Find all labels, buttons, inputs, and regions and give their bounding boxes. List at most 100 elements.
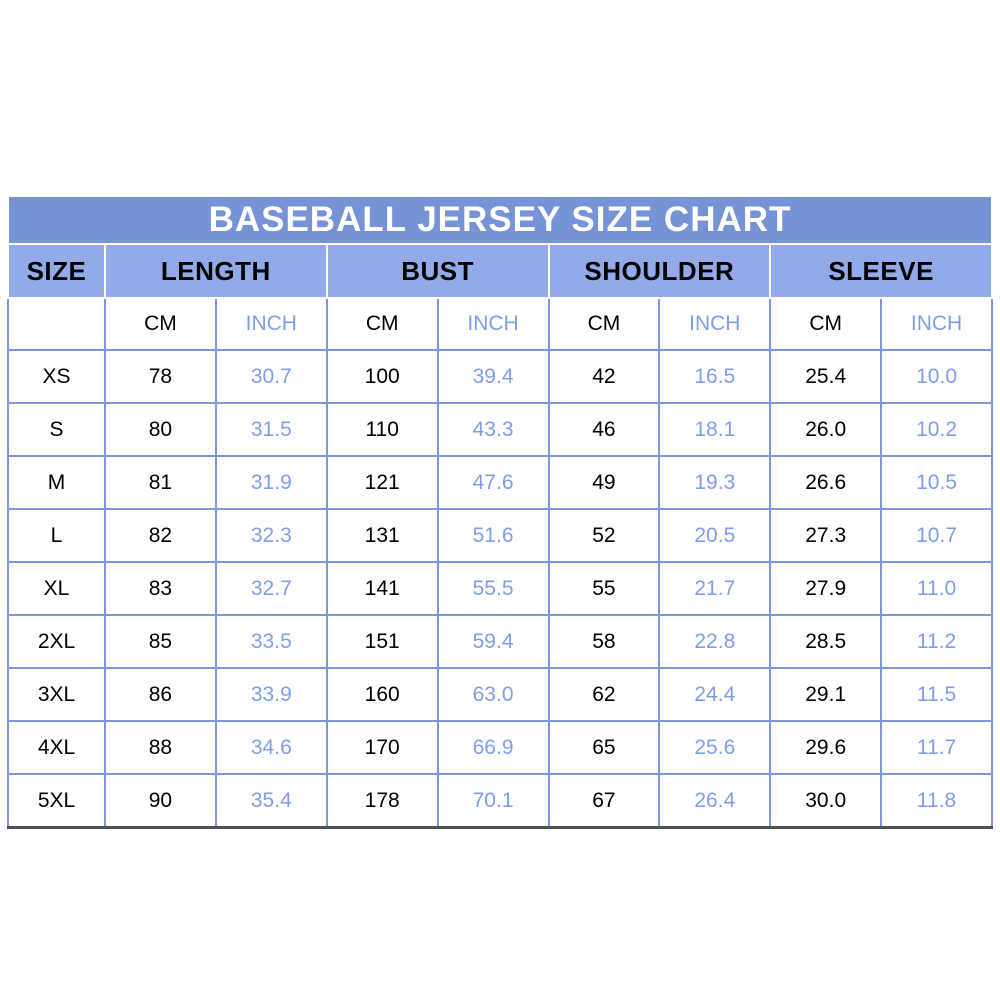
cell-sleeve-inch: 10.0: [880, 349, 993, 404]
table-row-xs: XS 78 30.7 100 39.4 42 16.5 25.4 10.0: [7, 349, 993, 404]
unit-length-cm: CM: [104, 297, 217, 351]
cell-sleeve-cm: 27.9: [769, 561, 883, 616]
cell-bust-inch: 66.9: [436, 720, 550, 775]
cell-sleeve-inch: 11.2: [880, 614, 993, 669]
cell-length-cm: 90: [104, 773, 217, 829]
cell-bust-cm: 121: [325, 455, 439, 510]
cell-bust-cm: 160: [325, 667, 439, 722]
cell-length-cm: 81: [104, 455, 217, 510]
cell-shoulder-inch: 26.4: [658, 773, 772, 829]
cell-bust-cm: 110: [325, 402, 439, 457]
unit-bust-inch: INCH: [436, 297, 550, 351]
cell-bust-cm: 178: [325, 773, 439, 829]
cell-sleeve-inch: 11.7: [880, 720, 993, 775]
col-header-bust: BUST: [325, 243, 550, 299]
cell-shoulder-inch: 18.1: [658, 402, 772, 457]
cell-length-cm: 83: [104, 561, 217, 616]
cell-length-inch: 35.4: [214, 773, 328, 829]
cell-shoulder-cm: 58: [547, 614, 661, 669]
unit-bust-cm: CM: [325, 297, 439, 351]
unit-shoulder-cm: CM: [547, 297, 661, 351]
col-header-length: LENGTH: [104, 243, 328, 299]
cell-size: XS: [7, 349, 106, 404]
cell-bust-inch: 47.6: [436, 455, 550, 510]
cell-shoulder-cm: 62: [547, 667, 661, 722]
cell-sleeve-cm: 25.4: [769, 349, 883, 404]
cell-size: 4XL: [7, 720, 106, 775]
cell-shoulder-cm: 52: [547, 508, 661, 563]
chart-title: BASEBALL JERSEY SIZE CHART: [7, 195, 993, 245]
table-row-3xl: 3XL 86 33.9 160 63.0 62 24.4 29.1 11.5: [7, 667, 993, 722]
cell-shoulder-inch: 24.4: [658, 667, 772, 722]
cell-length-cm: 80: [104, 402, 217, 457]
cell-shoulder-cm: 67: [547, 773, 661, 829]
cell-length-cm: 86: [104, 667, 217, 722]
col-header-sleeve: SLEEVE: [769, 243, 993, 299]
table-row-4xl: 4XL 88 34.6 170 66.9 65 25.6 29.6 11.7: [7, 720, 993, 775]
cell-bust-cm: 131: [325, 508, 439, 563]
title-bar: BASEBALL JERSEY SIZE CHART: [7, 195, 993, 245]
unit-sleeve-cm: CM: [769, 297, 883, 351]
cell-sleeve-cm: 29.6: [769, 720, 883, 775]
cell-sleeve-inch: 11.5: [880, 667, 993, 722]
cell-sleeve-cm: 30.0: [769, 773, 883, 829]
cell-size: 5XL: [7, 773, 106, 829]
cell-length-inch: 31.5: [214, 402, 328, 457]
cell-shoulder-inch: 19.3: [658, 455, 772, 510]
cell-shoulder-inch: 21.7: [658, 561, 772, 616]
cell-sleeve-inch: 11.8: [880, 773, 993, 829]
cell-size: M: [7, 455, 106, 510]
table-row-2xl: 2XL 85 33.5 151 59.4 58 22.8 28.5 11.2: [7, 614, 993, 669]
cell-length-cm: 88: [104, 720, 217, 775]
cell-bust-inch: 63.0: [436, 667, 550, 722]
cell-shoulder-cm: 55: [547, 561, 661, 616]
unit-shoulder-inch: INCH: [658, 297, 772, 351]
cell-bust-cm: 141: [325, 561, 439, 616]
cell-length-inch: 31.9: [214, 455, 328, 510]
cell-length-inch: 33.5: [214, 614, 328, 669]
cell-sleeve-inch: 11.0: [880, 561, 993, 616]
unit-sleeve-inch: INCH: [880, 297, 993, 351]
cell-bust-inch: 59.4: [436, 614, 550, 669]
cell-size: XL: [7, 561, 106, 616]
cell-shoulder-cm: 65: [547, 720, 661, 775]
cell-size: 3XL: [7, 667, 106, 722]
cell-sleeve-cm: 26.6: [769, 455, 883, 510]
table-row-5xl: 5XL 90 35.4 178 70.1 67 26.4 30.0 11.8: [7, 773, 993, 829]
unit-blank-cell: [7, 297, 106, 351]
cell-bust-cm: 151: [325, 614, 439, 669]
cell-length-cm: 78: [104, 349, 217, 404]
cell-sleeve-inch: 10.5: [880, 455, 993, 510]
cell-shoulder-inch: 20.5: [658, 508, 772, 563]
cell-length-cm: 82: [104, 508, 217, 563]
cell-bust-inch: 39.4: [436, 349, 550, 404]
table-row-m: M 81 31.9 121 47.6 49 19.3 26.6 10.5: [7, 455, 993, 510]
cell-sleeve-inch: 10.2: [880, 402, 993, 457]
cell-shoulder-inch: 22.8: [658, 614, 772, 669]
cell-bust-inch: 70.1: [436, 773, 550, 829]
cell-sleeve-cm: 28.5: [769, 614, 883, 669]
cell-sleeve-cm: 27.3: [769, 508, 883, 563]
cell-bust-cm: 100: [325, 349, 439, 404]
cell-bust-inch: 51.6: [436, 508, 550, 563]
cell-length-inch: 30.7: [214, 349, 328, 404]
cell-shoulder-cm: 42: [547, 349, 661, 404]
group-header-row: SIZE LENGTH BUST SHOULDER SLEEVE: [7, 243, 993, 299]
cell-bust-cm: 170: [325, 720, 439, 775]
cell-length-inch: 32.3: [214, 508, 328, 563]
cell-length-cm: 85: [104, 614, 217, 669]
cell-shoulder-cm: 46: [547, 402, 661, 457]
cell-sleeve-cm: 29.1: [769, 667, 883, 722]
cell-sleeve-inch: 10.7: [880, 508, 993, 563]
cell-length-inch: 33.9: [214, 667, 328, 722]
table-row-l: L 82 32.3 131 51.6 52 20.5 27.3 10.7: [7, 508, 993, 563]
table-row-s: S 80 31.5 110 43.3 46 18.1 26.0 10.2: [7, 402, 993, 457]
cell-size: 2XL: [7, 614, 106, 669]
table-row-xl: XL 83 32.7 141 55.5 55 21.7 27.9 11.0: [7, 561, 993, 616]
cell-shoulder-inch: 16.5: [658, 349, 772, 404]
cell-shoulder-inch: 25.6: [658, 720, 772, 775]
unit-length-inch: INCH: [214, 297, 328, 351]
size-chart-table: BASEBALL JERSEY SIZE CHART SIZE LENGTH B…: [7, 195, 993, 829]
cell-shoulder-cm: 49: [547, 455, 661, 510]
